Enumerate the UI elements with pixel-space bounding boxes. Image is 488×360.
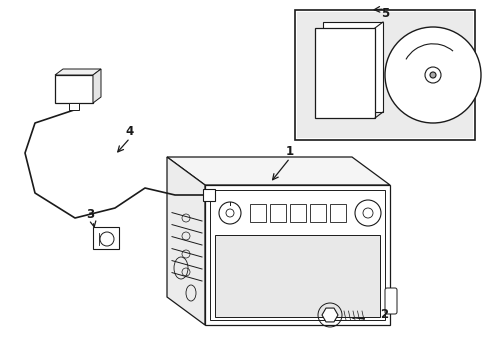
- Polygon shape: [321, 308, 337, 322]
- Circle shape: [429, 72, 435, 78]
- Bar: [323, 22, 382, 112]
- Polygon shape: [167, 157, 204, 325]
- Bar: [55, 75, 93, 103]
- Text: 1: 1: [285, 145, 293, 158]
- Bar: [296, 12, 472, 138]
- Bar: [93, 227, 119, 249]
- Text: 5: 5: [380, 7, 388, 20]
- Bar: [249, 204, 265, 222]
- Bar: [294, 10, 474, 140]
- Polygon shape: [55, 69, 101, 75]
- Bar: [204, 185, 389, 325]
- Bar: [309, 204, 325, 222]
- FancyBboxPatch shape: [384, 288, 396, 314]
- Circle shape: [424, 67, 440, 83]
- Circle shape: [219, 202, 241, 224]
- Bar: [203, 189, 215, 201]
- Polygon shape: [167, 157, 389, 185]
- Text: 4: 4: [125, 125, 134, 138]
- Circle shape: [384, 27, 480, 123]
- Polygon shape: [93, 69, 101, 103]
- Text: 3: 3: [86, 208, 94, 221]
- Bar: [69, 103, 79, 110]
- Bar: [209, 190, 384, 320]
- Bar: [215, 235, 379, 317]
- Bar: [314, 28, 374, 118]
- Bar: [289, 204, 305, 222]
- Bar: [329, 204, 346, 222]
- Text: 2: 2: [379, 309, 387, 321]
- Circle shape: [354, 200, 380, 226]
- Bar: [269, 204, 285, 222]
